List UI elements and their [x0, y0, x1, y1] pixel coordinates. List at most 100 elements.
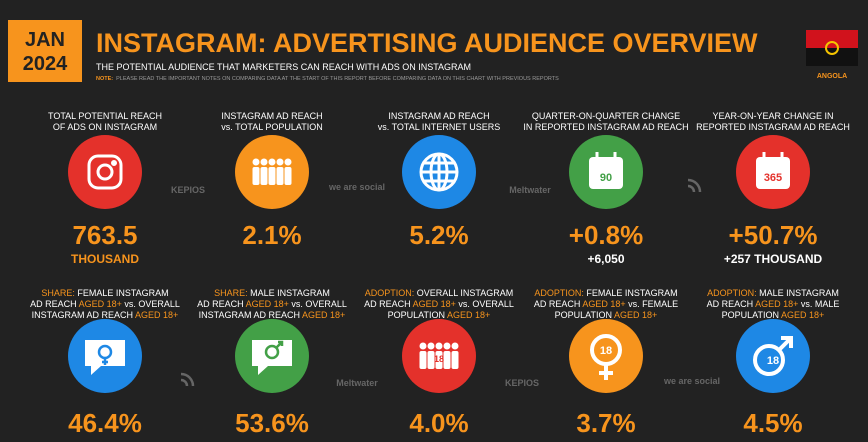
card-value: 5.2%	[409, 220, 468, 250]
label-segment: OF ADS ON INSTAGRAM	[53, 122, 157, 132]
icon-shape	[427, 342, 435, 350]
icon-shape	[753, 344, 785, 376]
label-segment: ADOPTION:	[707, 288, 757, 298]
icon	[252, 340, 292, 375]
label-segment: MALE INSTAGRAM	[757, 288, 839, 298]
label-segment: POPULATION	[555, 310, 614, 320]
label-segment: AD REACH	[707, 299, 756, 309]
icon-shape	[111, 160, 117, 166]
icon-shape	[260, 158, 268, 166]
label-segment: vs. OVERALL	[122, 299, 180, 309]
label-segment: TOTAL POTENTIAL REACH	[48, 111, 162, 121]
label-segment: AGED 18+	[135, 310, 178, 320]
card-label: AD REACH AGED 18+ vs. OVERALL	[364, 299, 514, 309]
label-segment: SHARE:	[41, 288, 75, 298]
icon-shape	[595, 152, 617, 161]
label-segment: YEAR-ON-YEAR CHANGE IN	[712, 111, 833, 121]
card-label: AD REACH AGED 18+ vs. FEMALE	[534, 299, 678, 309]
logo-text: we are social	[328, 182, 385, 192]
card-label: POPULATION AGED 18+	[388, 310, 491, 320]
year: 2024	[23, 53, 68, 75]
card-label: AD REACH AGED 18+ vs. OVERALL	[30, 299, 180, 309]
label-segment: AD REACH	[364, 299, 413, 309]
icon-shape	[264, 344, 280, 360]
icon-circle	[569, 319, 643, 393]
label-segment: QUARTER-ON-QUARTER CHANGE	[532, 111, 680, 121]
card-label: ADOPTION: MALE INSTAGRAM	[707, 288, 839, 298]
logo-text: we are social	[663, 376, 720, 386]
label-segment: AGED 18+	[781, 310, 824, 320]
flag-emblem	[825, 41, 839, 55]
icon-shape	[102, 358, 108, 365]
date-badge	[8, 20, 82, 82]
country: ANGOLA	[817, 73, 847, 80]
card-label: QUARTER-ON-QUARTER CHANGE	[532, 111, 680, 121]
label-segment: ADOPTION:	[534, 288, 584, 298]
label-segment: vs. OVERALL	[289, 299, 347, 309]
logo-mark	[687, 178, 702, 193]
logo-text: Meltwater	[336, 378, 378, 388]
note: NOTE: PLEASE READ THE IMPORTANT NOTES ON …	[96, 76, 559, 82]
card-value: 4.5%	[743, 408, 802, 438]
label-segment: AGED 18+	[246, 299, 289, 309]
label-segment: AD REACH	[30, 299, 79, 309]
logo-mark	[180, 372, 195, 387]
card-value: 53.6%	[235, 408, 309, 438]
icon-shape	[268, 158, 276, 166]
logo-text: KEPIOS	[171, 185, 205, 195]
label-segment: OVERALL INSTAGRAM	[414, 288, 513, 298]
label-segment: POPULATION	[388, 310, 447, 320]
icon-text: 365	[764, 172, 782, 184]
icon: 18	[753, 336, 793, 376]
card-value: 763.5	[72, 220, 137, 250]
icon-shape	[419, 342, 427, 350]
card-value: 3.7%	[576, 408, 635, 438]
label-segment: FEMALE INSTAGRAM	[584, 288, 678, 298]
icon-shape	[96, 163, 114, 181]
icon-shape	[276, 167, 284, 185]
card-label: INSTAGRAM AD REACH AGED 18+	[32, 310, 179, 320]
label-segment: AD REACH	[534, 299, 583, 309]
icon	[85, 340, 125, 375]
label-segment: AGED 18+	[755, 299, 798, 309]
icon-shape	[435, 342, 443, 350]
card-sub: THOUSAND	[71, 252, 139, 266]
card-sub: +257 THOUSAND	[724, 252, 823, 266]
icon-shape	[275, 340, 284, 349]
icon-shape	[451, 351, 459, 369]
label-segment: REPORTED INSTAGRAM AD REACH	[696, 122, 850, 132]
card-label: YEAR-ON-YEAR CHANGE IN	[712, 111, 833, 121]
icon-circle	[68, 135, 142, 209]
icon-shape	[756, 157, 790, 189]
flag	[806, 30, 858, 66]
icon-shape	[443, 351, 451, 369]
icon-text: 18	[600, 345, 612, 357]
logo-text: Meltwater	[509, 185, 551, 195]
label-segment: POPULATION	[722, 310, 781, 320]
title: INSTAGRAM: ADVERTISING AUDIENCE OVERVIEW	[96, 28, 758, 58]
label-segment: AGED 18+	[582, 299, 625, 309]
icon-shape	[421, 154, 457, 190]
card-label: INSTAGRAM AD REACH AGED 18+	[199, 310, 346, 320]
logo-text: KEPIOS	[505, 378, 539, 388]
card-label: INSTAGRAM AD REACH	[221, 111, 322, 121]
icon-shape	[427, 351, 435, 369]
broadcast-logo	[180, 178, 702, 387]
icon-shape	[252, 167, 260, 185]
card-label: AD REACH AGED 18+ vs. OVERALL	[197, 299, 347, 309]
icon: 18	[419, 342, 459, 369]
icon-shape	[268, 167, 276, 185]
card-label: SHARE: MALE INSTAGRAM	[214, 288, 330, 298]
icon-shape	[419, 351, 427, 369]
flag-top	[806, 30, 858, 48]
card-label: AD REACH AGED 18+ vs. MALE	[707, 299, 840, 309]
note-text: PLEASE READ THE IMPORTANT NOTES ON COMPA…	[116, 76, 559, 82]
month: JAN	[25, 29, 65, 51]
label-segment: MALE INSTAGRAM	[248, 288, 330, 298]
icon-shape	[284, 158, 292, 166]
label-segment: vs. OVERALL	[456, 299, 514, 309]
card-label: POPULATION AGED 18+	[722, 310, 825, 320]
card-value: 46.4%	[68, 408, 142, 438]
